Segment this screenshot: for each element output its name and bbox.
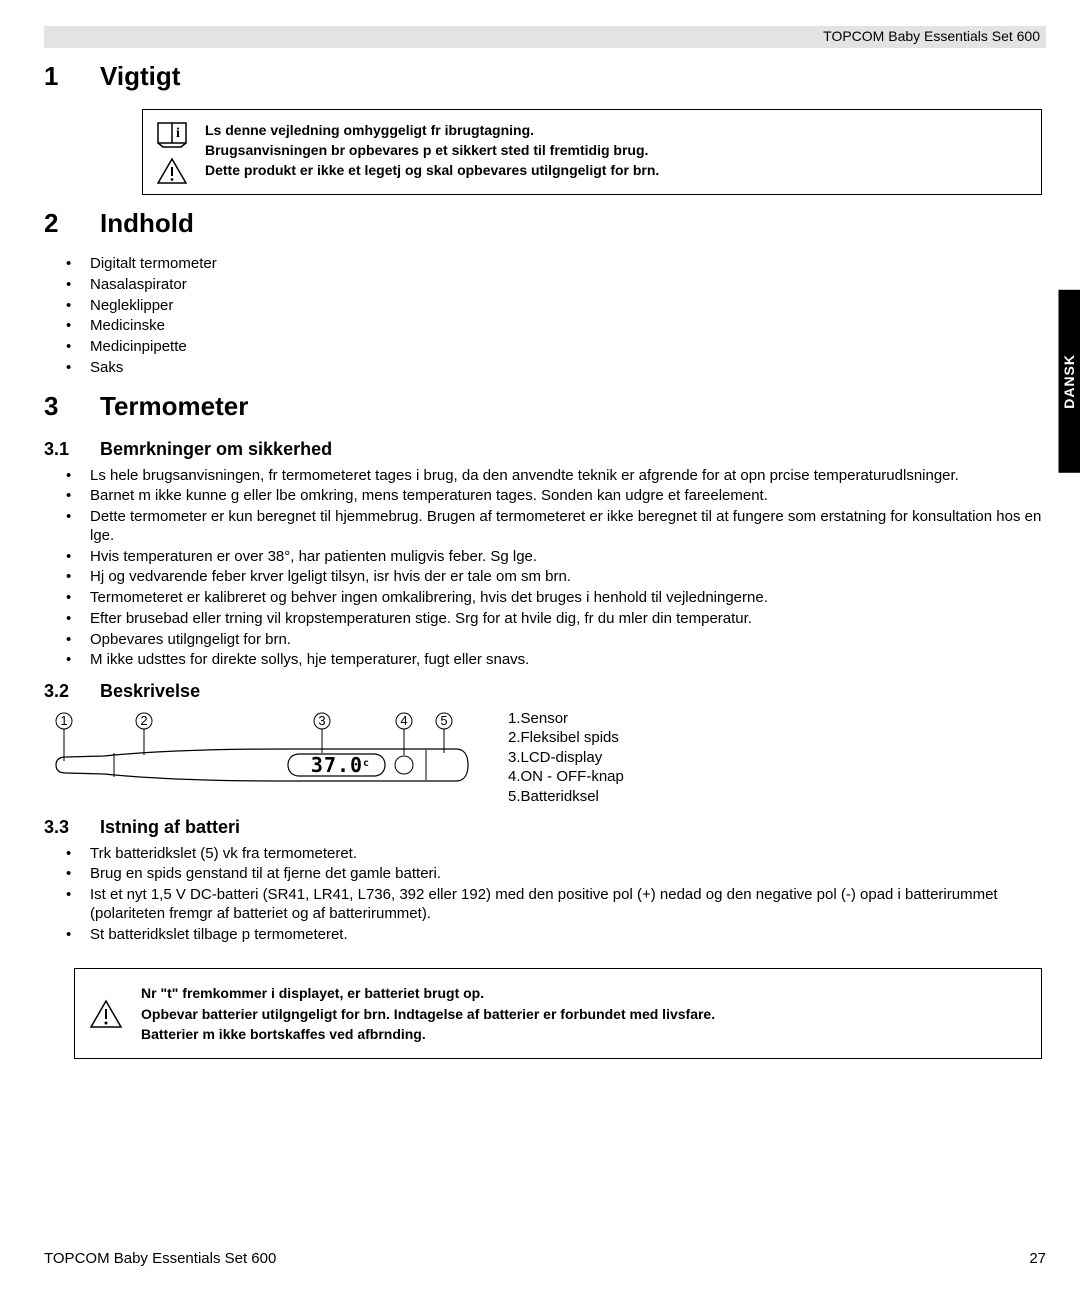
list-item: Hj og vedvarende feber krver lgeligt til…	[66, 568, 1046, 587]
svg-text:c: c	[363, 758, 369, 769]
notice-box-1: i Ls denne vejledning omhyggeligt fr ibr…	[142, 109, 1042, 195]
notice-text: Ls denne vejledning omhyggeligt fr ibrug…	[205, 120, 659, 181]
section-title: Vigtigt	[100, 61, 180, 91]
legend-item: 4.ON - OFF-knap	[508, 767, 624, 787]
notice-line: Ls denne vejledning omhyggeligt fr ibrug…	[205, 120, 659, 140]
list-item: Efter brusebad eller trning vil kropstem…	[66, 610, 1046, 629]
svg-text:4: 4	[400, 713, 407, 728]
header-band: TOPCOM Baby Essentials Set 600	[44, 26, 1046, 48]
list-item: Ist et nyt 1,5 V DC-batteri (SR41, LR41,…	[66, 886, 1046, 924]
list-item: Saks	[66, 359, 1046, 378]
svg-text:i: i	[176, 126, 180, 141]
page: TOPCOM Baby Essentials Set 600 DANSK 1Vi…	[0, 0, 1080, 1295]
section-3-2-heading: 3.2Beskrivelse	[44, 680, 1046, 703]
notice-text: Nr "t" fremkommer i displayet, er batter…	[141, 983, 715, 1044]
section-number: 2	[44, 207, 100, 240]
notice-line: Batterier m ikke bortskaffes ved afbrndi…	[141, 1024, 715, 1044]
list-item: Barnet m ikke kunne g eller lbe omkring,…	[66, 487, 1046, 506]
list-item: Trk batteridkslet (5) vk fra termometere…	[66, 845, 1046, 864]
section-title: Termometer	[100, 391, 248, 421]
list-item: Nasalaspirator	[66, 276, 1046, 295]
list-item: Brug en spids genstand til at fjerne det…	[66, 865, 1046, 884]
list-item: Digitalt termometer	[66, 255, 1046, 274]
notice-box-2: Nr "t" fremkommer i displayet, er batter…	[74, 968, 1042, 1059]
notice-line: Dette produkt er ikke et legetj og skal …	[205, 160, 659, 180]
language-tab: DANSK	[1059, 290, 1080, 473]
footer-left: TOPCOM Baby Essentials Set 600	[44, 1250, 276, 1269]
section-number: 3	[44, 390, 100, 423]
list-item: St batteridkslet tilbage p termometeret.	[66, 926, 1046, 945]
section-title: Istning af batteri	[100, 817, 240, 837]
footer-right: 27	[1029, 1250, 1046, 1269]
section-number: 1	[44, 60, 100, 93]
section-3-3-heading: 3.3Istning af batteri	[44, 816, 1046, 839]
warning-icon	[89, 999, 123, 1029]
warning-icon	[157, 158, 187, 184]
thermometer-diagram: 1 2 3 4 5 37.0 c	[44, 709, 474, 801]
section-title: Beskrivelse	[100, 681, 200, 701]
diagram-legend: 1.Sensor2.Fleksibel spids3.LCD-display4.…	[508, 709, 624, 807]
list-item: Termometeret er kalibreret og behver ing…	[66, 589, 1046, 608]
list-item: Negleklipper	[66, 297, 1046, 316]
notice-line: Brugsanvisningen br opbevares p et sikke…	[205, 140, 659, 160]
list-item: M ikke udsttes for direkte sollys, hje t…	[66, 651, 1046, 670]
svg-text:3: 3	[318, 713, 325, 728]
list-item: Dette termometer er kun beregnet til hje…	[66, 508, 1046, 546]
notice-icons: i	[157, 120, 191, 184]
section-number: 3.3	[44, 816, 100, 839]
legend-item: 5.Batteridksel	[508, 787, 624, 807]
description-row: 1 2 3 4 5 37.0 c 1.Sensor2.F	[44, 709, 1046, 807]
section-number: 3.2	[44, 680, 100, 703]
svg-text:37.0: 37.0	[311, 753, 363, 777]
section-1-heading: 1Vigtigt	[44, 60, 1046, 93]
safety-list: Ls hele brugsanvisningen, fr termometere…	[44, 467, 1046, 671]
notice-line: Opbevar batterier utilgngeligt for brn. …	[141, 1004, 715, 1024]
list-item: Ls hele brugsanvisningen, fr termometere…	[66, 467, 1046, 486]
svg-text:2: 2	[140, 713, 147, 728]
section-number: 3.1	[44, 438, 100, 461]
legend-item: 2.Fleksibel spids	[508, 728, 624, 748]
battery-list: Trk batteridkslet (5) vk fra termometere…	[44, 845, 1046, 945]
legend-item: 1.Sensor	[508, 709, 624, 729]
list-item: Medicinske	[66, 317, 1046, 336]
legend-item: 3.LCD-display	[508, 748, 624, 768]
section-3-heading: 3Termometer	[44, 390, 1046, 423]
notice-line: Nr "t" fremkommer i displayet, er batter…	[141, 983, 715, 1003]
svg-text:5: 5	[440, 713, 447, 728]
list-item: Hvis temperaturen er over 38°, har patie…	[66, 548, 1046, 567]
section-title: Bemrkninger om sikkerhed	[100, 439, 332, 459]
section-title: Indhold	[100, 208, 194, 238]
contents-list: Digitalt termometer Nasalaspirator Neglekl…	[44, 255, 1046, 378]
section-2-heading: 2Indhold	[44, 207, 1046, 240]
list-item: Opbevares utilgngeligt for brn.	[66, 631, 1046, 650]
info-book-icon: i	[157, 122, 187, 148]
svg-text:1: 1	[60, 713, 67, 728]
section-3-1-heading: 3.1Bemrkninger om sikkerhed	[44, 438, 1046, 461]
header-title: TOPCOM Baby Essentials Set 600	[823, 28, 1040, 46]
list-item: Medicinpipette	[66, 338, 1046, 357]
page-footer: TOPCOM Baby Essentials Set 600 27	[44, 1250, 1046, 1269]
